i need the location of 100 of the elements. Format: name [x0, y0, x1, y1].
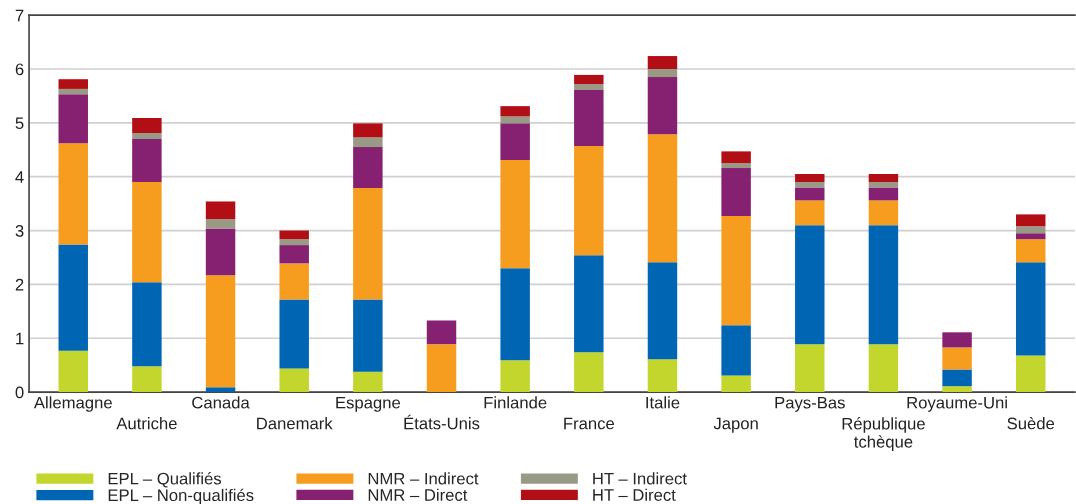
bar — [353, 299, 383, 372]
bar — [353, 188, 383, 300]
x-tick-label: Canada — [192, 396, 250, 409]
legend-label: HT – Direct — [593, 488, 676, 501]
bar — [58, 88, 88, 95]
bar — [500, 116, 530, 124]
bar — [721, 325, 751, 376]
bar — [721, 168, 751, 216]
bar — [279, 263, 309, 300]
bar — [795, 225, 825, 345]
bar — [795, 344, 825, 393]
bar — [574, 74, 604, 85]
bar — [279, 239, 309, 246]
bar — [58, 79, 88, 89]
x-tick-label: Espagne — [336, 396, 401, 412]
bar — [500, 360, 530, 393]
bar — [1016, 226, 1046, 234]
bar — [279, 245, 309, 264]
x-tick-label: France — [564, 417, 615, 430]
bar — [353, 371, 383, 393]
x-tick-label: Autriche — [116, 417, 177, 430]
legend-label: NMR – Direct — [368, 488, 468, 501]
bar — [1016, 355, 1046, 393]
bar — [942, 386, 972, 393]
bar — [132, 138, 162, 183]
x-tick-label: Pays-Bas — [775, 396, 845, 412]
bar — [58, 350, 88, 393]
bar — [721, 216, 751, 326]
y-tick-label: 6 — [15, 63, 24, 76]
bar — [279, 230, 309, 240]
bar — [942, 369, 972, 387]
y-tick-label: 5 — [15, 117, 24, 130]
bar — [205, 228, 236, 276]
bar — [868, 200, 899, 226]
bar — [868, 182, 899, 188]
bar — [132, 133, 162, 139]
bar — [58, 244, 88, 351]
bar — [795, 200, 825, 226]
bar — [574, 145, 604, 256]
bar — [426, 320, 457, 345]
bar — [58, 143, 88, 245]
bar — [1016, 233, 1046, 240]
x-tick-label: République tchèque — [842, 417, 925, 452]
bar — [795, 187, 825, 201]
bar — [132, 282, 162, 367]
bar — [500, 159, 530, 269]
bar — [353, 147, 383, 188]
bar — [795, 174, 825, 183]
bar — [58, 94, 88, 144]
y-tick-label: 7 — [15, 9, 24, 22]
bar — [1016, 214, 1046, 227]
bar — [353, 123, 383, 138]
bar — [279, 368, 309, 393]
y-tick-label: 1 — [16, 332, 24, 345]
bar — [205, 201, 236, 220]
x-tick-label: États-Unis — [404, 414, 480, 430]
bar — [647, 77, 678, 135]
bar — [721, 151, 751, 164]
legend-label: EPL – Qualifiés — [108, 472, 222, 488]
bar — [795, 182, 825, 188]
x-tick-label: Italie — [646, 396, 680, 409]
bar — [574, 352, 604, 393]
bar — [500, 106, 530, 117]
bar — [205, 387, 236, 393]
bar — [647, 56, 678, 69]
x-tick-label: Royaume-Uni — [907, 396, 1007, 412]
bar — [647, 359, 678, 393]
bar — [574, 89, 604, 146]
y-tick-label: 0 — [15, 386, 24, 399]
bar — [868, 344, 899, 393]
bar — [205, 275, 236, 388]
legend-label: HT – Indirect — [593, 472, 687, 485]
bar — [647, 134, 678, 263]
legend-label: NMR – Indirect — [368, 472, 479, 485]
y-tick-label: 3 — [15, 224, 24, 237]
y-tick-label: 4 — [15, 171, 24, 183]
bar — [868, 187, 899, 201]
y-tick-label: 2 — [15, 278, 24, 291]
bar — [132, 366, 162, 393]
bar — [426, 344, 457, 393]
bar — [721, 163, 751, 169]
bar — [647, 68, 678, 78]
bar — [868, 225, 899, 345]
x-tick-label: Finlande — [484, 396, 547, 409]
bar — [721, 375, 751, 393]
x-tick-label: Allemagne — [33, 396, 112, 412]
bar — [205, 219, 236, 229]
bar — [868, 174, 899, 183]
bar — [1016, 239, 1046, 263]
bar — [574, 84, 604, 90]
bar — [647, 262, 678, 360]
legend-label: EPL – Non-qualifiés — [108, 488, 254, 504]
bar — [132, 117, 162, 134]
bar — [132, 182, 162, 283]
bar — [1016, 262, 1046, 356]
bar — [279, 299, 309, 369]
bar — [574, 255, 604, 353]
bar — [500, 268, 530, 361]
x-tick-label: Danemark — [257, 417, 333, 430]
bar — [353, 137, 383, 148]
